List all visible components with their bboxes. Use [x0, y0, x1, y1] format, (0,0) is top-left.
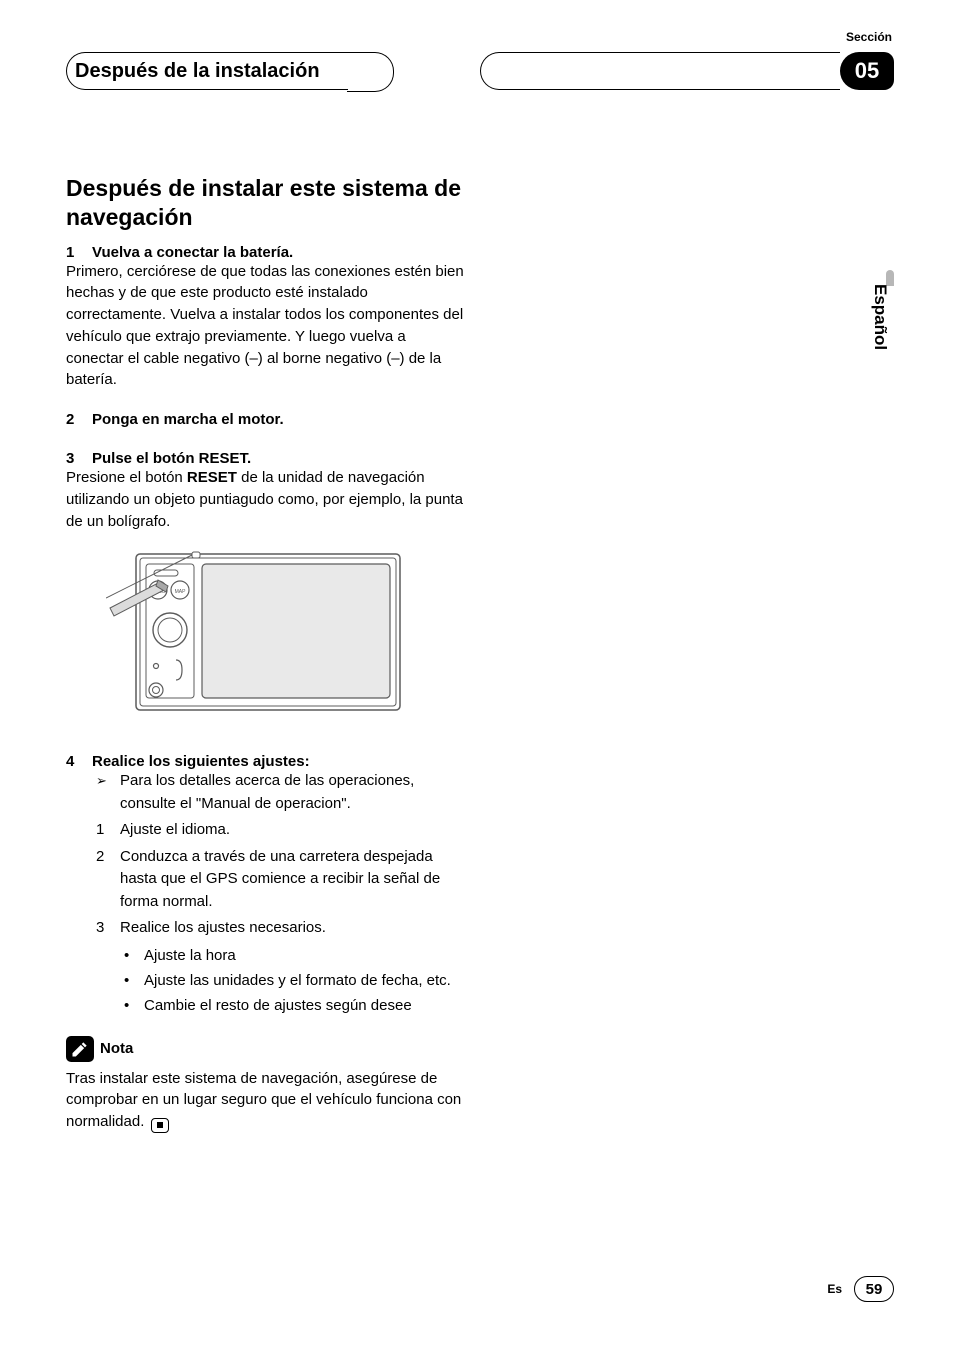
- reset-keyword: RESET: [187, 469, 237, 486]
- section-badge-wrap: 05: [480, 52, 894, 90]
- arrow-icon: [96, 770, 120, 815]
- sub-3-text: Realice los ajustes necesarios.: [120, 917, 326, 940]
- content-column: Después de instalar este sistema de nave…: [66, 174, 466, 1133]
- sub-3-marker: 3: [96, 917, 120, 940]
- device-illustration: MENU MAP: [106, 550, 406, 718]
- section-label: Sección: [846, 30, 892, 44]
- list-item: 3 Realice los ajustes necesarios.: [96, 917, 466, 940]
- bullet-1-text: Ajuste la hora: [144, 944, 236, 967]
- step-4-title: Realice los siguientes ajustes:: [92, 753, 310, 770]
- step-4-sublist: Para los detalles acerca de las operacio…: [96, 770, 466, 940]
- list-item: 1 Ajuste el idioma.: [96, 819, 466, 842]
- step-4-number: 4: [66, 753, 92, 770]
- note-text: Tras instalar este sistema de navegación…: [66, 1070, 461, 1131]
- main-heading: Después de instalar este sistema de nave…: [66, 174, 466, 232]
- step-2-heading: 2Ponga en marcha el motor.: [66, 411, 466, 428]
- step-1-heading: 1Vuelva a conectar la batería.: [66, 244, 466, 261]
- sub-2-marker: 2: [96, 846, 120, 914]
- step-3-number: 3: [66, 450, 92, 467]
- map-button-label: MAP: [175, 589, 187, 595]
- step-1-title: Vuelva a conectar la batería.: [92, 244, 293, 261]
- step-3-text-pre: Presione el botón: [66, 469, 187, 486]
- step-3-body: Presione el botón RESET de la unidad de …: [66, 467, 466, 532]
- list-item: Para los detalles acerca de las operacio…: [96, 770, 466, 815]
- sub-1-marker: 1: [96, 819, 120, 842]
- bullet-icon: •: [124, 944, 144, 967]
- chapter-title: Después de la instalación: [75, 60, 320, 83]
- sub-arrow-text: Para los detalles acerca de las operacio…: [120, 770, 466, 815]
- section-number-badge: 05: [840, 52, 894, 90]
- bullet-2-text: Ajuste las unidades y el formato de fech…: [144, 969, 451, 992]
- section-pill-left: [480, 52, 840, 90]
- step-4-bullets: • Ajuste la hora • Ajuste las unidades y…: [124, 944, 466, 1018]
- sub-2-text: Conduzca a través de una carretera despe…: [120, 846, 466, 914]
- chapter-title-pill: Después de la instalación: [66, 52, 348, 90]
- note-body: Tras instalar este sistema de navegación…: [66, 1068, 466, 1133]
- list-item: • Ajuste las unidades y el formato de fe…: [124, 969, 466, 992]
- page-footer: Es 59: [827, 1276, 894, 1302]
- pencil-icon: [66, 1036, 94, 1062]
- step-1-body: Primero, cerciórese de que todas las con…: [66, 261, 466, 392]
- page-number: 59: [854, 1276, 894, 1302]
- step-4-heading: 4Realice los siguientes ajustes:: [66, 753, 466, 770]
- step-2-number: 2: [66, 411, 92, 428]
- bullet-icon: •: [124, 969, 144, 992]
- list-item: • Cambie el resto de ajustes según desee: [124, 994, 466, 1017]
- language-side-tab: Español: [870, 284, 890, 350]
- step-1-number: 1: [66, 244, 92, 261]
- list-item: • Ajuste la hora: [124, 944, 466, 967]
- footer-lang: Es: [827, 1282, 842, 1296]
- note-heading-row: Nota: [66, 1036, 466, 1062]
- sub-1-text: Ajuste el idioma.: [120, 819, 230, 842]
- page: Sección Después de la instalación 05 Esp…: [0, 0, 954, 1352]
- bullet-icon: •: [124, 994, 144, 1017]
- step-2-title: Ponga en marcha el motor.: [92, 411, 284, 428]
- bullet-3-text: Cambie el resto de ajustes según desee: [144, 994, 412, 1017]
- note-label: Nota: [100, 1040, 133, 1057]
- list-item: 2 Conduzca a través de una carretera des…: [96, 846, 466, 914]
- step-3-heading: 3Pulse el botón RESET.: [66, 450, 466, 467]
- step-3-title: Pulse el botón RESET.: [92, 450, 251, 467]
- end-of-section-icon: [151, 1118, 169, 1133]
